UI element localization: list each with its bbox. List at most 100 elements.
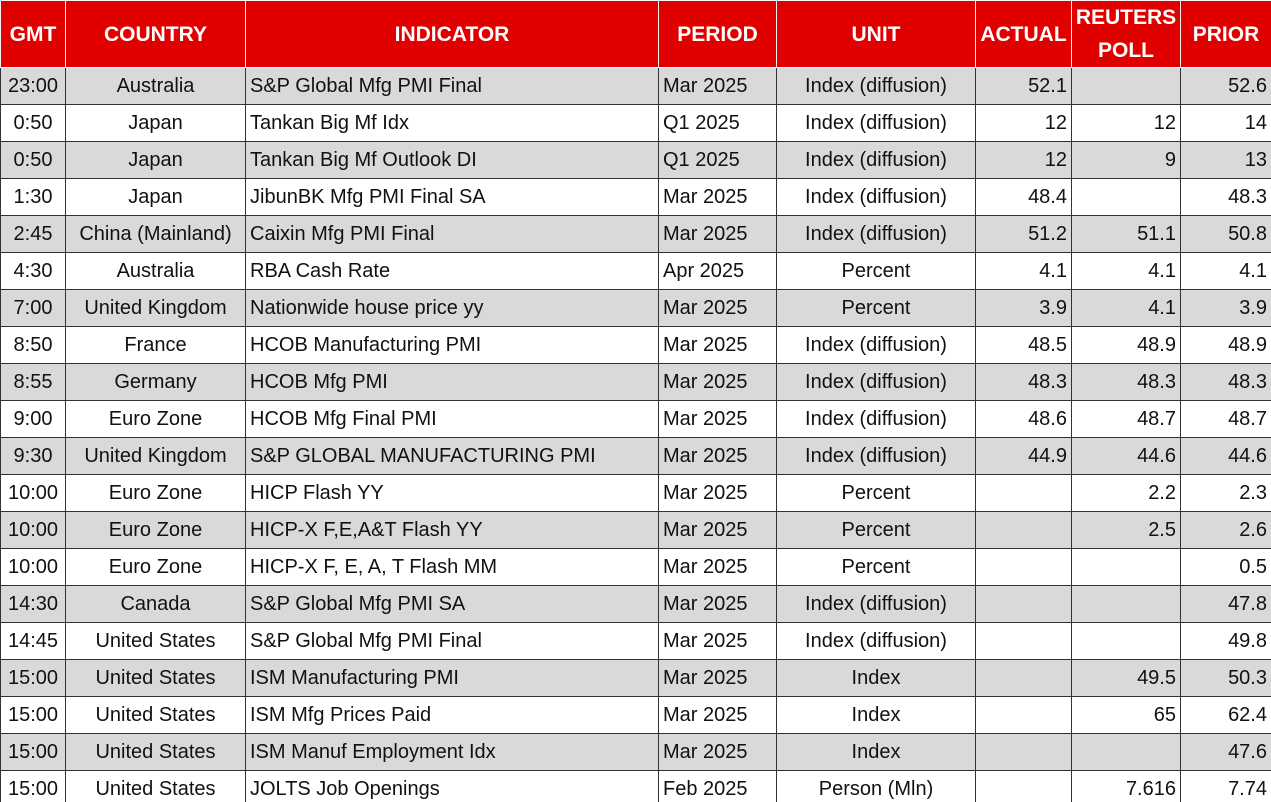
table-cell: 4.1: [975, 252, 1072, 290]
table-cell: 14:30: [0, 585, 66, 623]
table-cell: 3.9: [1180, 289, 1271, 327]
table-cell: 50.8: [1180, 215, 1271, 253]
table-cell: Mar 2025: [658, 474, 777, 512]
table-cell: [975, 585, 1072, 623]
table-cell: HICP Flash YY: [245, 474, 659, 512]
table-row: 8:50 France HCOB Manufacturing PMI Mar 2025…: [0, 326, 1271, 364]
table-cell: 12: [975, 141, 1072, 179]
table-cell: [1071, 178, 1181, 216]
table-cell: Mar 2025: [658, 400, 777, 438]
table-cell: 10:00: [0, 474, 66, 512]
table-row: 2:45 China (Mainland) Caixin Mfg PMI Final…: [0, 215, 1271, 253]
table-cell: 15:00: [0, 770, 66, 802]
table-cell: 2.3: [1180, 474, 1271, 512]
table-cell: 15:00: [0, 659, 66, 697]
table-cell: [1071, 67, 1181, 105]
table-cell: 2.5: [1071, 511, 1181, 549]
table-row: 10:00 Euro Zone HICP-X F,E,A&T Flash YY Mar…: [0, 511, 1271, 549]
table-cell: Mar 2025: [658, 585, 777, 623]
table-cell: Apr 2025: [658, 252, 777, 290]
table-cell: Percent: [776, 548, 976, 586]
table-cell: 14: [1180, 104, 1271, 142]
table-cell: 15:00: [0, 696, 66, 734]
table-cell: 48.9: [1071, 326, 1181, 364]
table-cell: China (Mainland): [65, 215, 246, 253]
table-cell: Person (Mln): [776, 770, 976, 802]
column-header: GMT: [0, 0, 66, 68]
table-row: 23:00 Australia S&P Global Mfg PMI Final Ma…: [0, 67, 1271, 105]
table-cell: 4.1: [1071, 252, 1181, 290]
table-cell: Index: [776, 733, 976, 771]
table-cell: 49.8: [1180, 622, 1271, 660]
table-cell: Mar 2025: [658, 289, 777, 327]
table-cell: Index (diffusion): [776, 67, 976, 105]
table-cell: [975, 770, 1072, 802]
table-row: 14:45 United States S&P Global Mfg PMI Fin…: [0, 622, 1271, 660]
table-cell: United States: [65, 696, 246, 734]
table-cell: 0:50: [0, 104, 66, 142]
table-cell: Mar 2025: [658, 215, 777, 253]
table-cell: Index (diffusion): [776, 400, 976, 438]
table-cell: [975, 733, 1072, 771]
table-cell: 1:30: [0, 178, 66, 216]
table-cell: 7.74: [1180, 770, 1271, 802]
table-cell: Australia: [65, 252, 246, 290]
table-cell: 51.2: [975, 215, 1072, 253]
table-cell: 13: [1180, 141, 1271, 179]
table-cell: ISM Mfg Prices Paid: [245, 696, 659, 734]
table-cell: United States: [65, 622, 246, 660]
column-header: UNIT: [776, 0, 976, 68]
table-cell: 48.6: [975, 400, 1072, 438]
table-cell: 2.2: [1071, 474, 1181, 512]
table-cell: 47.6: [1180, 733, 1271, 771]
table-cell: Tankan Big Mf Idx: [245, 104, 659, 142]
table-cell: United Kingdom: [65, 437, 246, 475]
column-header: COUNTRY: [65, 0, 246, 68]
table-cell: Percent: [776, 289, 976, 327]
table-cell: 44.6: [1180, 437, 1271, 475]
table-cell: Index (diffusion): [776, 585, 976, 623]
table-cell: [1071, 733, 1181, 771]
table-cell: S&P Global Mfg PMI Final: [245, 67, 659, 105]
table-cell: [975, 548, 1072, 586]
table-cell: [975, 659, 1072, 697]
table-row: 7:00 United Kingdom Nationwide house price…: [0, 289, 1271, 327]
table-cell: 48.7: [1180, 400, 1271, 438]
header-row: GMT COUNTRY INDICATOR PERIOD UNIT ACTUAL REUTE…: [0, 0, 1271, 68]
table-cell: 9:30: [0, 437, 66, 475]
table-cell: 12: [1071, 104, 1181, 142]
table-cell: 49.5: [1071, 659, 1181, 697]
table-cell: 50.3: [1180, 659, 1271, 697]
table-cell: Index (diffusion): [776, 215, 976, 253]
table-cell: Tankan Big Mf Outlook DI: [245, 141, 659, 179]
table-cell: Mar 2025: [658, 326, 777, 364]
table-cell: 14:45: [0, 622, 66, 660]
table-cell: 52.6: [1180, 67, 1271, 105]
table-cell: 48.5: [975, 326, 1072, 364]
table-cell: Australia: [65, 67, 246, 105]
table-cell: 48.3: [1071, 363, 1181, 401]
table-cell: ISM Manufacturing PMI: [245, 659, 659, 697]
column-header: PRIOR: [1180, 0, 1271, 68]
table-cell: 44.9: [975, 437, 1072, 475]
table-cell: [1071, 622, 1181, 660]
table-cell: HCOB Mfg Final PMI: [245, 400, 659, 438]
table-row: 10:00 Euro Zone HICP-X F, E, A, T Flash MM…: [0, 548, 1271, 586]
table-cell: 9:00: [0, 400, 66, 438]
table-cell: S&P Global Mfg PMI SA: [245, 585, 659, 623]
table-cell: HICP-X F,E,A&T Flash YY: [245, 511, 659, 549]
table-cell: Nationwide house price yy: [245, 289, 659, 327]
table-cell: 4.1: [1071, 289, 1181, 327]
table-cell: S&P GLOBAL MANUFACTURING PMI: [245, 437, 659, 475]
table-cell: Mar 2025: [658, 511, 777, 549]
table-cell: Feb 2025: [658, 770, 777, 802]
table-row: 15:00 United States ISM Manuf Employment I…: [0, 733, 1271, 771]
table-row: 9:30 United Kingdom S&P GLOBAL MANUFACTURI…: [0, 437, 1271, 475]
table-cell: 3.9: [975, 289, 1072, 327]
table-cell: Euro Zone: [65, 400, 246, 438]
table-cell: Germany: [65, 363, 246, 401]
table-row: 1:30 Japan JibunBK Mfg PMI Final SA Mar 202…: [0, 178, 1271, 216]
table-cell: 2.6: [1180, 511, 1271, 549]
table-cell: [975, 511, 1072, 549]
table-cell: 0:50: [0, 141, 66, 179]
